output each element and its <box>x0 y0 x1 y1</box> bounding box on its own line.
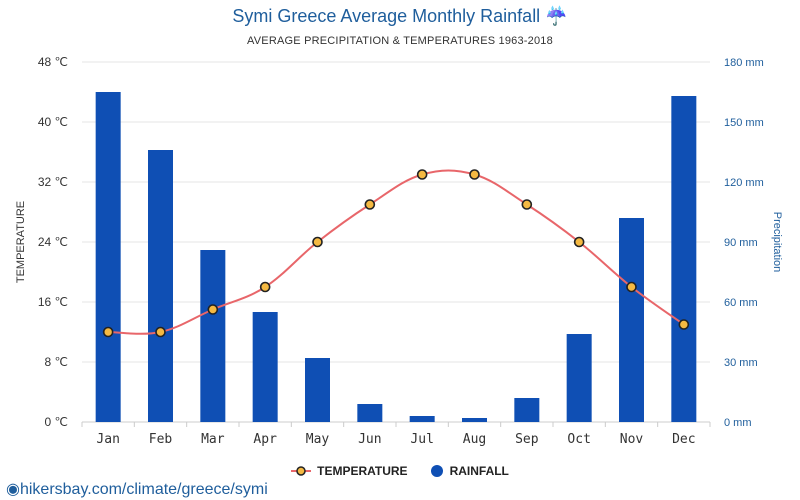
rainfall-legend-icon <box>430 465 443 477</box>
y-right-tick-label: 30 mm <box>724 357 758 369</box>
x-tick-label: Jul <box>410 432 433 447</box>
y-right-tick-label: 180 mm <box>724 57 764 69</box>
temperature-point <box>364 199 376 210</box>
temperature-point <box>259 281 271 293</box>
x-tick-label: Aug <box>463 432 486 447</box>
x-tick-label: Oct <box>567 432 590 447</box>
y-right-tick-label: 0 mm <box>724 417 752 429</box>
y-left-tick-label: 40 ℃ <box>38 115 68 129</box>
x-tick-label: Jan <box>96 432 119 447</box>
rainfall-bar <box>462 418 487 422</box>
source-url: hikersbay.com/climate/greece/symi <box>19 481 268 498</box>
y-left-tick-label: 48 ℃ <box>38 55 68 69</box>
y-right-tick-label: 60 mm <box>724 297 758 309</box>
y-left-tick-label: 32 ℃ <box>38 175 68 189</box>
x-tick-label: Dec <box>672 432 695 447</box>
temperature-point <box>312 236 323 248</box>
rainfall-bar <box>514 398 540 422</box>
y-left-tick-label: 0 ℃ <box>45 415 68 429</box>
temperature-point <box>155 326 166 338</box>
rainfall-bar <box>566 334 592 422</box>
x-tick-label: Feb <box>149 432 173 447</box>
rainfall-bar <box>619 218 644 422</box>
chart-subtitle: AVERAGE PRECIPITATION & TEMPERATURES 196… <box>247 35 553 47</box>
x-tick-label: Sep <box>515 432 539 447</box>
rainfall-bar <box>95 92 121 422</box>
x-tick-label: Nov <box>620 432 644 447</box>
x-tick-label: Mar <box>201 432 225 447</box>
chart-legend: TEMPERATURE RAINFALL <box>0 464 800 478</box>
y-right-axis-title: Precipitation <box>771 212 783 273</box>
x-tick-label: Apr <box>253 432 277 447</box>
legend-rainfall-label: RAINFALL <box>449 464 509 478</box>
legend-temperature[interactable]: TEMPERATURE <box>291 464 408 478</box>
temperature-legend-icon <box>291 466 312 476</box>
temperature-point <box>626 281 637 293</box>
temperature-point <box>102 326 114 338</box>
rainfall-bar <box>200 250 226 422</box>
temperature-point <box>416 169 428 180</box>
y-left-tick-label: 24 ℃ <box>38 235 68 249</box>
temperature-point <box>521 199 533 210</box>
legend-rainfall[interactable]: RAINFALL <box>430 464 509 478</box>
y-right-tick-label: 150 mm <box>724 117 764 129</box>
temperature-line <box>108 169 685 335</box>
temperature-point <box>469 169 480 180</box>
rainfall-bar <box>357 404 383 422</box>
y-right-tick-label: 120 mm <box>724 177 764 189</box>
rainfall-bar <box>305 358 330 422</box>
source-link[interactable]: ◉hikersbay.com/climate/greece/symi <box>6 479 268 499</box>
y-left-tick-label: 16 ℃ <box>38 295 68 309</box>
temperature-point <box>207 304 219 315</box>
y-right-tick-label: 90 mm <box>724 237 758 249</box>
temperature-point <box>678 319 690 330</box>
y-left-tick-label: 8 ℃ <box>45 355 68 369</box>
rainfall-bar <box>409 416 435 422</box>
x-tick-label: May <box>306 432 330 447</box>
rainfall-bar <box>148 150 173 422</box>
rainfall-bar <box>671 96 697 422</box>
temperature-point <box>573 236 585 248</box>
rainfall-bar <box>252 312 278 422</box>
x-tick-label: Jun <box>358 432 381 447</box>
y-left-axis-title: TEMPERATURE <box>15 201 27 283</box>
legend-temperature-label: TEMPERATURE <box>317 464 408 478</box>
chart-title: Symi Greece Average Monthly Rainfall ☔ <box>232 6 568 26</box>
location-pin-icon: ◉ <box>6 481 20 498</box>
